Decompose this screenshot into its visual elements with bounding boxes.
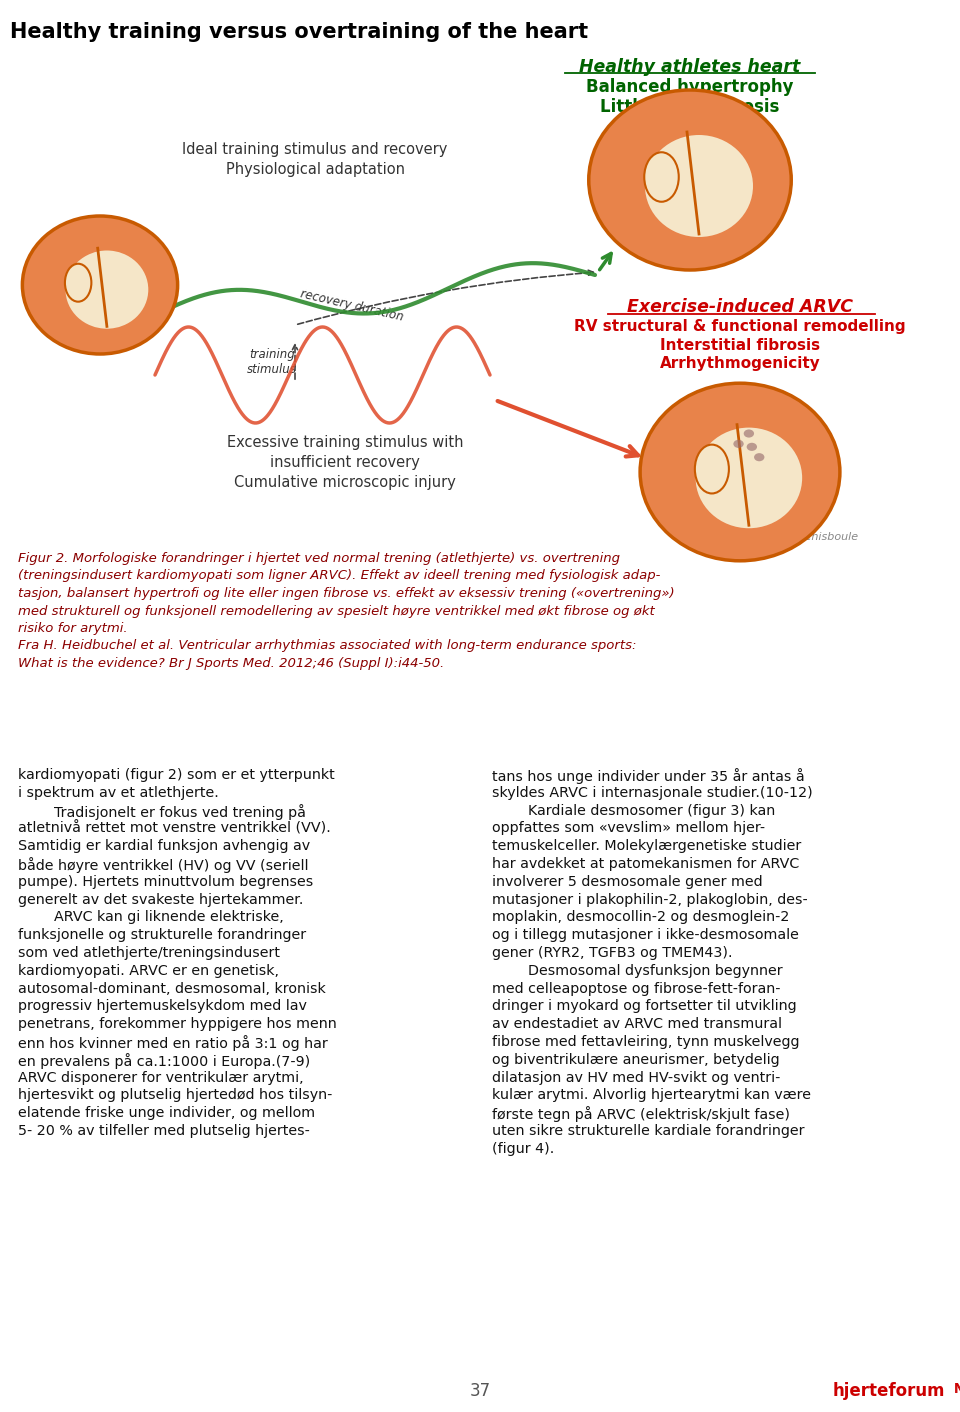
Text: Ideal training stimulus and recovery
Physiological adaptation: Ideal training stimulus and recovery Phy… bbox=[182, 143, 447, 176]
Ellipse shape bbox=[696, 428, 803, 528]
Text: tans hos unge individer under 35 år antas å: tans hos unge individer under 35 år anta… bbox=[492, 768, 804, 784]
Text: autosomal-dominant, desmosomal, kronisk: autosomal-dominant, desmosomal, kronisk bbox=[18, 981, 325, 995]
Text: N°1/ 2016/ vol 29: N°1/ 2016/ vol 29 bbox=[946, 1382, 960, 1396]
Text: av endestadiet av ARVC med transmural: av endestadiet av ARVC med transmural bbox=[492, 1017, 782, 1031]
Ellipse shape bbox=[645, 136, 753, 237]
Text: kulær arytmi. Alvorlig hjertearytmi kan være: kulær arytmi. Alvorlig hjertearytmi kan … bbox=[492, 1089, 811, 1103]
Text: kardiomyopati. ARVC er en genetisk,: kardiomyopati. ARVC er en genetisk, bbox=[18, 964, 279, 977]
Text: hjerteforum: hjerteforum bbox=[832, 1382, 945, 1401]
Text: (figur 4).: (figur 4). bbox=[492, 1142, 554, 1156]
Text: Little or no fibrosis: Little or no fibrosis bbox=[600, 97, 780, 116]
Text: Samtidig er kardial funksjon avhengig av: Samtidig er kardial funksjon avhengig av bbox=[18, 839, 310, 853]
Ellipse shape bbox=[588, 90, 791, 270]
Text: enn hos kvinner med en ratio på 3:1 og har: enn hos kvinner med en ratio på 3:1 og h… bbox=[18, 1035, 327, 1051]
Text: både høyre ventrikkel (HV) og VV (seriell: både høyre ventrikkel (HV) og VV (seriel… bbox=[18, 857, 308, 873]
Text: Healthy training versus overtraining of the heart: Healthy training versus overtraining of … bbox=[10, 23, 588, 42]
Text: tasjon, balansert hypertrofi og lite eller ingen fibrose vs. effekt av eksessiv : tasjon, balansert hypertrofi og lite ell… bbox=[18, 587, 675, 600]
Ellipse shape bbox=[747, 443, 757, 450]
Text: moplakin, desmocollin-2 og desmoglein-2: moplakin, desmocollin-2 og desmoglein-2 bbox=[492, 911, 789, 925]
Ellipse shape bbox=[65, 250, 148, 329]
Text: som ved atlethjerte/treningsindusert: som ved atlethjerte/treningsindusert bbox=[18, 946, 280, 960]
Text: Exercise-induced ARVC: Exercise-induced ARVC bbox=[627, 298, 853, 316]
Text: Balanced hypertrophy: Balanced hypertrophy bbox=[587, 78, 794, 96]
Text: N°1/ 2016/ vol 29: N°1/ 2016/ vol 29 bbox=[945, 1382, 960, 1396]
Text: training
stimulus: training stimulus bbox=[247, 347, 297, 376]
Text: Desmosomal dysfunksjon begynner: Desmosomal dysfunksjon begynner bbox=[492, 964, 782, 977]
Ellipse shape bbox=[744, 429, 754, 438]
Text: penetrans, forekommer hyppigere hos menn: penetrans, forekommer hyppigere hos menn bbox=[18, 1017, 337, 1031]
Ellipse shape bbox=[640, 383, 840, 561]
Text: RV structural & functional remodelling: RV structural & functional remodelling bbox=[574, 319, 906, 335]
Text: fibrose med fettavleiring, tynn muskelvegg: fibrose med fettavleiring, tynn muskelve… bbox=[492, 1035, 800, 1049]
Text: Tradisjonelt er fokus ved trening på: Tradisjonelt er fokus ved trening på bbox=[18, 803, 306, 819]
Text: hjertesvikt og plutselig hjertedød hos tilsyn-: hjertesvikt og plutselig hjertedød hos t… bbox=[18, 1089, 332, 1103]
Text: med strukturell og funksjonell remodellering av spesielt høyre ventrikkel med øk: med strukturell og funksjonell remodelle… bbox=[18, 604, 655, 617]
Text: generelt av det svakeste hjertekammer.: generelt av det svakeste hjertekammer. bbox=[18, 892, 303, 907]
Text: uten sikre strukturelle kardiale forandringer: uten sikre strukturelle kardiale forandr… bbox=[492, 1124, 804, 1138]
Text: og i tillegg mutasjoner i ikke-desmosomale: og i tillegg mutasjoner i ikke-desmosoma… bbox=[492, 928, 799, 942]
Text: risiko for arytmi.: risiko for arytmi. bbox=[18, 623, 128, 635]
Text: har avdekket at patomekanismen for ARVC: har avdekket at patomekanismen for ARVC bbox=[492, 857, 800, 871]
Text: pumpe). Hjertets minuttvolum begrenses: pumpe). Hjertets minuttvolum begrenses bbox=[18, 875, 313, 888]
Text: temuskelceller. Molekylærgenetiske studier: temuskelceller. Molekylærgenetiske studi… bbox=[492, 839, 802, 853]
Text: 5- 20 % av tilfeller med plutselig hjertes-: 5- 20 % av tilfeller med plutselig hjert… bbox=[18, 1124, 310, 1138]
Ellipse shape bbox=[22, 216, 178, 354]
Text: mutasjoner i plakophilin-2, plakoglobin, des-: mutasjoner i plakophilin-2, plakoglobin,… bbox=[492, 892, 807, 907]
Ellipse shape bbox=[65, 264, 91, 302]
Text: 37: 37 bbox=[469, 1382, 491, 1401]
Text: kardiomyopati (figur 2) som er et ytterpunkt: kardiomyopati (figur 2) som er et ytterp… bbox=[18, 768, 335, 782]
Text: elatende friske unge individer, og mellom: elatende friske unge individer, og mello… bbox=[18, 1106, 315, 1120]
Text: What is the evidence? Br J Sports Med. 2012;46 (Suppl I):i44-50.: What is the evidence? Br J Sports Med. 2… bbox=[18, 657, 444, 671]
Text: skyldes ARVC i internasjonale studier.(10-12): skyldes ARVC i internasjonale studier.(1… bbox=[492, 786, 813, 799]
Text: dringer i myokard og fortsetter til utvikling: dringer i myokard og fortsetter til utvi… bbox=[492, 1000, 797, 1014]
Text: i spektrum av et atlethjerte.: i spektrum av et atlethjerte. bbox=[18, 786, 219, 799]
Text: Interstitial fibrosis: Interstitial fibrosis bbox=[660, 337, 820, 353]
Text: © Chisboule: © Chisboule bbox=[789, 532, 858, 542]
Text: (treningsindusert kardiomyopati som ligner ARVC). Effekt av ideell trening med f: (treningsindusert kardiomyopati som lign… bbox=[18, 569, 660, 583]
Text: en prevalens på ca.1:1000 i Europa.(7-9): en prevalens på ca.1:1000 i Europa.(7-9) bbox=[18, 1053, 310, 1069]
Text: oppfattes som «vevslim» mellom hjer-: oppfattes som «vevslim» mellom hjer- bbox=[492, 822, 765, 836]
Text: ARVC kan gi liknende elektriske,: ARVC kan gi liknende elektriske, bbox=[18, 911, 284, 925]
Text: Figur 2. Morfologiske forandringer i hjertet ved normal trening (atlethjerte) vs: Figur 2. Morfologiske forandringer i hje… bbox=[18, 552, 620, 565]
Text: progressiv hjertemuskelsykdom med lav: progressiv hjertemuskelsykdom med lav bbox=[18, 1000, 307, 1014]
Text: og biventrikulære aneurismer, betydelig: og biventrikulære aneurismer, betydelig bbox=[492, 1053, 780, 1067]
Text: involverer 5 desmosomale gener med: involverer 5 desmosomale gener med bbox=[492, 875, 762, 888]
Text: gener (RYR2, TGFB3 og TMEM43).: gener (RYR2, TGFB3 og TMEM43). bbox=[492, 946, 732, 960]
Ellipse shape bbox=[695, 445, 729, 493]
Text: Kardiale desmosomer (figur 3) kan: Kardiale desmosomer (figur 3) kan bbox=[492, 803, 776, 818]
Text: funksjonelle og strukturelle forandringer: funksjonelle og strukturelle forandringe… bbox=[18, 928, 306, 942]
Ellipse shape bbox=[733, 439, 744, 448]
Ellipse shape bbox=[644, 152, 679, 202]
Ellipse shape bbox=[754, 453, 764, 462]
Text: recovery duration: recovery duration bbox=[300, 288, 405, 325]
Text: Arrhythmogenicity: Arrhythmogenicity bbox=[660, 356, 821, 371]
Text: atletnivå rettet mot venstre ventrikkel (VV).: atletnivå rettet mot venstre ventrikkel … bbox=[18, 822, 331, 836]
Text: dilatasjon av HV med HV-svikt og ventri-: dilatasjon av HV med HV-svikt og ventri- bbox=[492, 1070, 780, 1084]
Text: ARVC disponerer for ventrikulær arytmi,: ARVC disponerer for ventrikulær arytmi, bbox=[18, 1070, 303, 1084]
Text: første tegn på ARVC (elektrisk/skjult fase): første tegn på ARVC (elektrisk/skjult fa… bbox=[492, 1106, 790, 1123]
Text: med celleapoptose og fibrose-fett-foran-: med celleapoptose og fibrose-fett-foran- bbox=[492, 981, 780, 995]
Text: Healthy athletes heart: Healthy athletes heart bbox=[580, 58, 801, 76]
Text: Fra H. Heidbuchel et al. Ventricular arrhythmias associated with long-term endur: Fra H. Heidbuchel et al. Ventricular arr… bbox=[18, 640, 636, 652]
Text: Excessive training stimulus with
insufficient recovery
Cumulative microscopic in: Excessive training stimulus with insuffi… bbox=[227, 435, 464, 490]
